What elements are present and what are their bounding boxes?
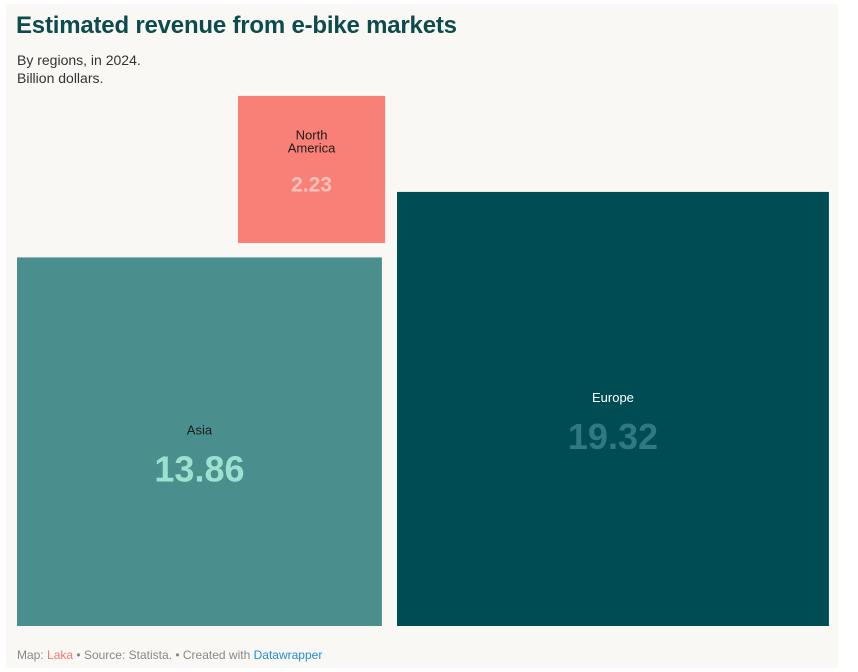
chart-subtitle: By regions, in 2024. Billion dollars. <box>17 51 141 87</box>
footer-map-label: Map: <box>17 648 44 662</box>
treemap-label-north-america: America <box>288 140 336 155</box>
chart-title: Estimated revenue from e-bike markets <box>16 12 457 39</box>
treemap-rect-europe[interactable] <box>397 191 829 626</box>
treemap-rect-asia[interactable] <box>17 257 382 626</box>
treemap-block-europe[interactable]: Europe 19.32 <box>397 191 829 626</box>
treemap-rect-north-america[interactable] <box>238 95 386 243</box>
treemap-value-asia: 13.86 <box>154 449 244 490</box>
subtitle-line-2: Billion dollars. <box>17 70 104 86</box>
footer-map-author-link[interactable]: Laka <box>47 648 74 662</box>
treemap-label-north-america: North <box>296 127 328 142</box>
treemap-block-asia[interactable]: Asia 13.86 <box>17 257 382 626</box>
footer-datawrapper-link[interactable]: Datawrapper <box>253 648 323 662</box>
footer-created-with: Created with <box>182 648 251 662</box>
treemap-label-asia: Asia <box>187 423 213 438</box>
treemap-value-europe: 19.32 <box>568 416 658 457</box>
treemap-label-europe: Europe <box>592 390 634 405</box>
subtitle-line-1: By regions, in 2024. <box>17 52 141 68</box>
footer-separator: • <box>175 648 180 662</box>
footer-source: Source: Statista. <box>83 648 172 662</box>
treemap-value-north-america: 2.23 <box>291 173 332 196</box>
chart-footer: Map: Laka • Source: Statista. • Created … <box>17 648 322 662</box>
footer-separator: • <box>76 648 81 662</box>
